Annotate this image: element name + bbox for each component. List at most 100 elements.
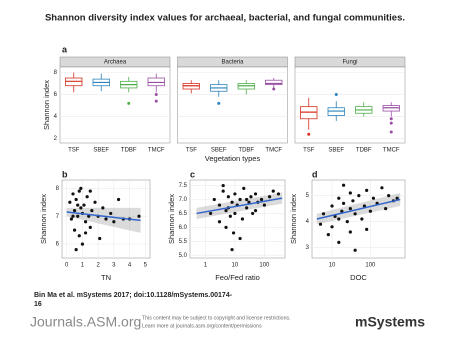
point [341,183,346,187]
y-tick-label: 6.0 [179,225,188,231]
point [221,183,225,188]
point [353,248,357,252]
point [71,192,75,196]
panel-label: a [62,44,68,54]
point [330,204,334,208]
y-tick-label: 5 [306,193,310,199]
point [224,209,228,213]
y-tick-label: 8 [54,70,58,76]
point [357,194,361,198]
point [77,234,81,238]
point [112,220,116,224]
x-tick-label: 0 [65,263,69,269]
point [368,209,372,213]
point [395,196,399,200]
point [80,242,85,246]
point [251,211,255,216]
point [68,200,72,204]
x-tick-label: TSF [303,148,315,154]
y-tick-label: 5.0 [179,253,188,259]
point [72,228,77,232]
point [380,186,384,190]
point [98,236,102,241]
point [384,207,388,211]
point [217,203,222,207]
y-tick-label: 5.5 [179,239,188,245]
x-tick-label: TSF [186,148,198,154]
x-tick-label: 5 [144,263,148,269]
x-tick-label: SBEF [211,148,227,154]
point [353,212,357,216]
outlier [154,99,158,103]
x-tick-label: 10 [232,263,239,269]
point [267,195,272,199]
panel [294,66,406,144]
point [233,192,237,196]
box [265,79,283,86]
x-tick-label: SBEF [328,148,344,154]
trend-line [316,198,401,220]
point [351,199,355,203]
point [82,203,86,207]
citation: 16 [34,301,42,308]
point [387,194,391,198]
point [330,225,334,229]
point [76,203,80,207]
x-tick-label: 100 [259,263,270,269]
point [217,220,222,224]
point [345,220,349,224]
point [341,201,346,205]
point [348,230,352,234]
x-tick-label: TMCF [265,148,282,154]
strip-label: Fungi [342,60,357,66]
strip-label: Bacteria [221,60,244,66]
point [337,240,341,244]
y-axis-label: Shannon index [167,194,176,244]
point [340,209,344,213]
point [109,211,113,216]
x-tick-label: TDBF [238,148,254,154]
point [116,197,121,202]
point [365,227,369,231]
point [85,195,89,199]
x-axis-label: TN [101,273,111,282]
point [230,248,234,252]
point [271,189,275,193]
point [69,217,74,221]
outlier [307,132,311,136]
x-tick-label: 1 [81,263,85,269]
notice: Learn more at journals.asm.org/content/p… [142,323,262,329]
strip-label: Archaea [104,60,127,66]
point [228,214,232,218]
y-axis-label: Shannon index [289,194,298,244]
point [79,186,83,190]
x-axis-label: Vegetation types [205,154,261,163]
y-tick-label: 6 [54,92,58,98]
point [212,197,216,202]
point [224,225,228,229]
point [326,233,330,237]
point [249,195,253,199]
point [88,189,92,193]
point [247,200,251,204]
point [79,206,83,210]
x-tick-label: SBEF [93,148,109,154]
outlier [389,117,393,121]
point [245,197,249,202]
y-tick-label: 6.5 [179,211,188,217]
y-tick-label: 7.0 [179,197,188,203]
point [104,217,108,221]
point [262,203,266,207]
point [348,191,352,195]
y-axis-label: Shannon index [39,194,48,244]
panel-label: b [62,169,68,179]
panel [177,66,288,144]
outlier [389,121,393,125]
point [83,220,88,224]
point [259,197,264,202]
x-tick-label: TDBF [356,148,372,154]
outlier [334,93,338,97]
x-tick-label: TMCF [383,148,400,154]
point [337,217,341,221]
point [276,192,281,196]
